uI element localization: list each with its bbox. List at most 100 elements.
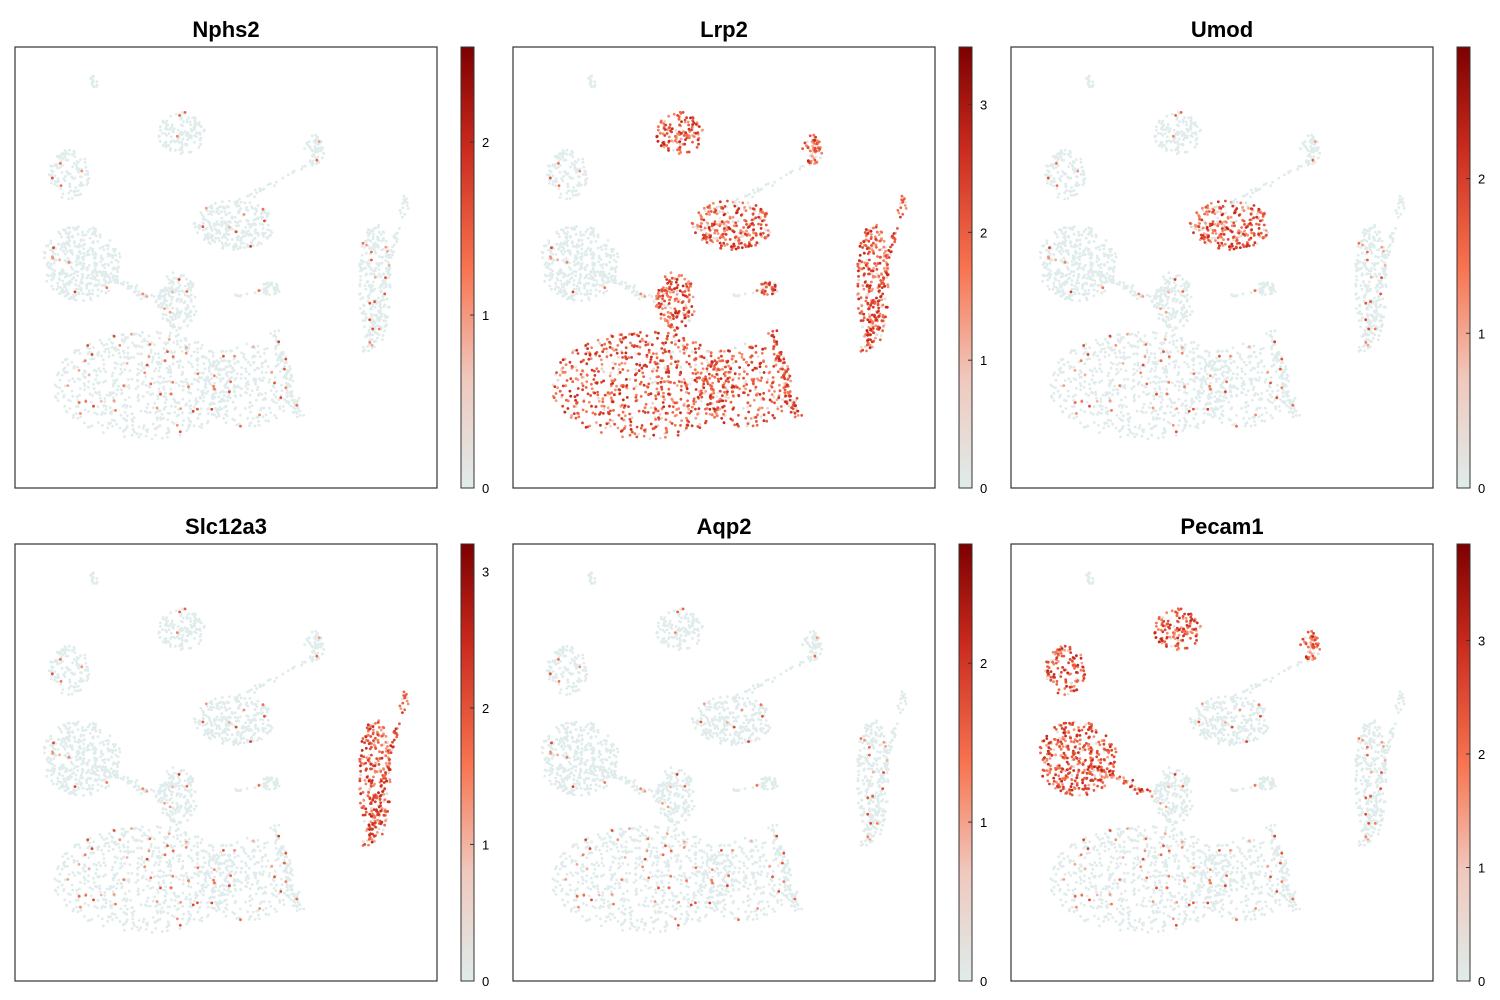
cell-point bbox=[812, 133, 816, 137]
cell-point bbox=[58, 258, 61, 262]
cell-point bbox=[602, 408, 606, 411]
cell-point bbox=[118, 426, 122, 430]
cell-point bbox=[83, 384, 87, 388]
cell-point bbox=[264, 413, 268, 417]
cell-point bbox=[189, 315, 192, 318]
cell-point bbox=[587, 276, 591, 280]
cell-point bbox=[757, 408, 760, 412]
cell-point bbox=[561, 156, 565, 159]
cell-point bbox=[651, 381, 654, 385]
cell-point bbox=[92, 226, 95, 230]
cell-point bbox=[559, 157, 562, 161]
cell-point bbox=[774, 357, 778, 360]
cell-point bbox=[228, 390, 231, 394]
cell-point bbox=[116, 348, 120, 352]
cell-point bbox=[618, 363, 621, 367]
cell-point bbox=[647, 348, 651, 352]
cell-point bbox=[122, 384, 126, 388]
cell-point bbox=[731, 354, 734, 358]
cell-point bbox=[281, 176, 285, 180]
cell-point bbox=[781, 365, 784, 368]
cell-point bbox=[162, 387, 166, 391]
cell-point bbox=[754, 232, 758, 236]
cell-point bbox=[228, 211, 232, 215]
cell-point bbox=[254, 398, 258, 402]
cell-point bbox=[239, 236, 243, 240]
cell-point bbox=[586, 236, 590, 240]
cell-point bbox=[315, 158, 319, 162]
cell-point bbox=[756, 187, 760, 191]
cell-point bbox=[661, 294, 665, 298]
cell-point bbox=[857, 278, 861, 282]
cell-point bbox=[140, 363, 144, 367]
cell-point bbox=[880, 273, 884, 276]
cell-point bbox=[145, 406, 149, 409]
cell-point bbox=[556, 273, 560, 276]
cell-point bbox=[95, 263, 98, 267]
cell-point bbox=[564, 363, 568, 366]
cell-point bbox=[879, 279, 883, 282]
cell-point bbox=[756, 413, 759, 417]
cell-point bbox=[250, 404, 254, 408]
cell-point bbox=[679, 424, 682, 427]
cell-point bbox=[289, 373, 293, 377]
cell-point bbox=[615, 384, 618, 388]
cell-point bbox=[574, 377, 578, 380]
cell-point bbox=[566, 279, 570, 283]
cell-point bbox=[257, 394, 260, 397]
cell-point bbox=[163, 401, 167, 404]
cell-point bbox=[125, 425, 129, 428]
cell-point bbox=[587, 77, 590, 80]
cell-point bbox=[710, 374, 714, 378]
cell-point bbox=[369, 307, 372, 311]
cell-point bbox=[127, 396, 131, 399]
cell-point bbox=[91, 270, 94, 273]
cell-point bbox=[234, 224, 238, 228]
cell-point bbox=[248, 393, 252, 397]
cell-point bbox=[56, 184, 59, 188]
cell-point bbox=[195, 358, 198, 362]
cell-point bbox=[698, 422, 702, 426]
cell-point bbox=[296, 406, 300, 410]
cell-point bbox=[196, 407, 199, 411]
cell-point bbox=[730, 390, 734, 394]
cell-point bbox=[156, 380, 159, 384]
cell-point bbox=[223, 399, 227, 403]
cell-point bbox=[183, 293, 187, 297]
cell-point bbox=[561, 384, 565, 388]
cell-point bbox=[86, 250, 89, 254]
cell-point bbox=[73, 380, 77, 383]
cell-point bbox=[668, 123, 672, 126]
cell-point bbox=[381, 334, 385, 337]
cell-point bbox=[74, 287, 78, 291]
cell-point bbox=[79, 181, 83, 185]
cell-point bbox=[690, 221, 694, 225]
cell-point bbox=[70, 360, 74, 364]
cell-point bbox=[69, 265, 73, 269]
cell-point bbox=[803, 141, 807, 145]
cell-point bbox=[285, 361, 288, 364]
cell-point bbox=[706, 205, 710, 209]
cell-point bbox=[240, 351, 244, 355]
cell-point bbox=[118, 372, 122, 376]
cell-point bbox=[141, 380, 145, 384]
cell-point bbox=[364, 287, 368, 291]
cell-point bbox=[114, 258, 118, 262]
cell-point bbox=[613, 422, 616, 426]
cell-point bbox=[887, 256, 891, 259]
cell-point bbox=[571, 351, 574, 355]
cell-point bbox=[79, 175, 82, 179]
cell-point bbox=[181, 137, 185, 141]
cell-point bbox=[877, 306, 881, 310]
cell-point bbox=[277, 342, 281, 346]
cell-point bbox=[110, 345, 114, 349]
cell-point bbox=[172, 341, 176, 344]
cell-point bbox=[742, 376, 745, 380]
cell-point bbox=[104, 408, 108, 411]
cell-point bbox=[678, 110, 682, 114]
cell-point bbox=[145, 363, 149, 367]
cell-point bbox=[544, 274, 548, 278]
cell-point bbox=[210, 213, 213, 216]
cell-point bbox=[153, 352, 157, 355]
cell-point bbox=[590, 226, 593, 230]
